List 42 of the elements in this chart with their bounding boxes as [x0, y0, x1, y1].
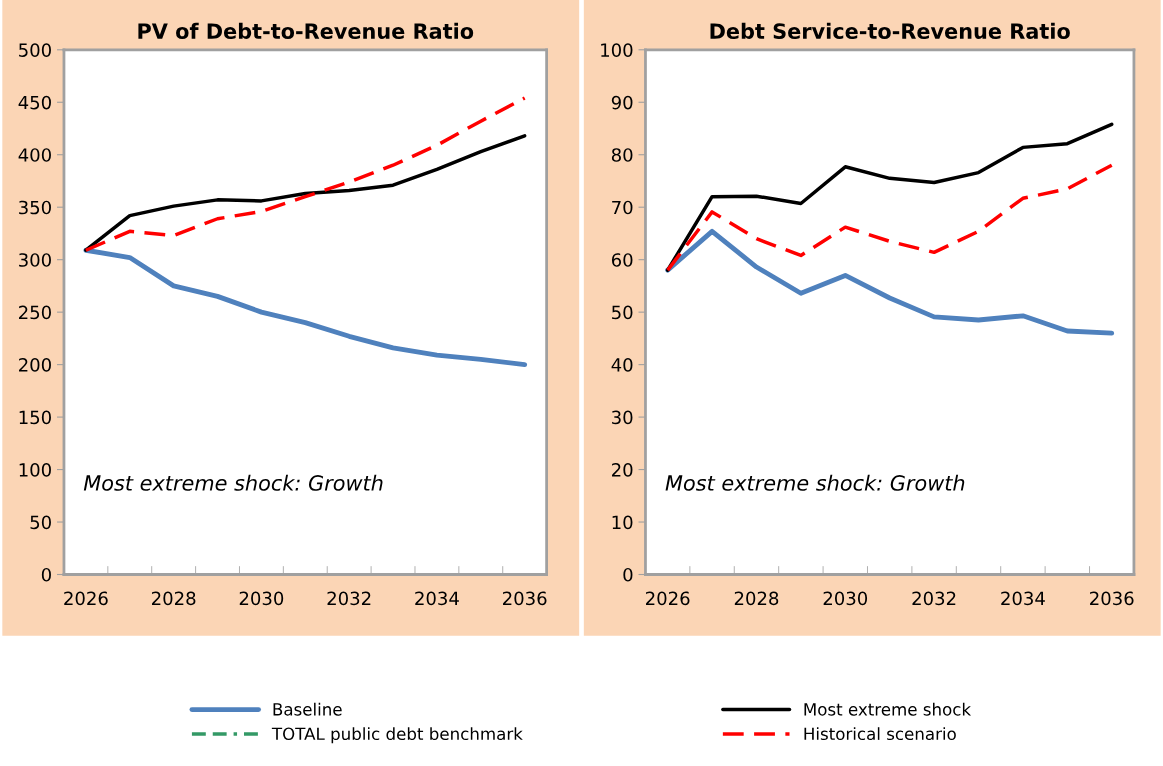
annotation: Most extreme shock: Growth [665, 474, 965, 491]
x-tick-label: 2036 [1090, 591, 1134, 606]
x-tick-label: 2028 [152, 591, 196, 606]
x-tick-label: 2028 [734, 591, 779, 606]
y-tick-label: 100 [601, 43, 633, 57]
x-tick-label: 2036 [503, 591, 547, 606]
x-tick-label: 2034 [1001, 591, 1045, 606]
y-tick-label: 350 [19, 200, 51, 215]
y-tick-label: 50 [30, 515, 51, 530]
chart-title: Debt Service-to-Revenue Ratio [710, 22, 1070, 39]
y-tick-label: 40 [611, 358, 633, 372]
y-tick-label: 0 [41, 567, 51, 582]
annotation: Most extreme shock: Growth [83, 474, 383, 491]
x-tick-label: 2032 [327, 591, 371, 606]
y-tick-label: 70 [612, 200, 633, 215]
y-tick-label: 90 [611, 95, 633, 110]
y-tick-label: 150 [19, 410, 51, 425]
y-tick-label: 250 [19, 305, 51, 320]
y-tick-label: 80 [611, 148, 633, 162]
y-tick-label: 300 [19, 253, 51, 267]
legend-label: TOTAL public debt benchmark [271, 727, 523, 744]
y-tick-label: 500 [19, 43, 51, 57]
y-tick-label: 200 [19, 358, 51, 372]
y-tick-label: 20 [612, 463, 633, 477]
legend-label: Baseline [273, 702, 342, 716]
x-tick-label: 2026 [64, 591, 108, 606]
y-tick-label: 60 [611, 253, 633, 267]
legend-label: Historical scenario [804, 727, 956, 741]
x-tick-label: 2030 [823, 591, 868, 606]
y-tick-label: 30 [612, 410, 633, 425]
y-tick-label: 450 [18, 95, 51, 110]
x-tick-label: 2026 [646, 591, 690, 606]
legend-label: Most extreme shock [804, 702, 972, 716]
y-tick-label: 400 [18, 148, 51, 162]
y-tick-label: 10 [612, 515, 633, 530]
y-tick-label: 0 [623, 567, 633, 582]
x-tick-label: 2030 [239, 591, 284, 606]
x-tick-label: 2032 [912, 591, 956, 606]
x-tick-label: 2034 [415, 591, 459, 606]
y-tick-label: 50 [612, 305, 633, 320]
y-tick-label: 100 [19, 463, 51, 477]
chart-title: PV of Debt-to-Revenue Ratio [138, 22, 474, 39]
